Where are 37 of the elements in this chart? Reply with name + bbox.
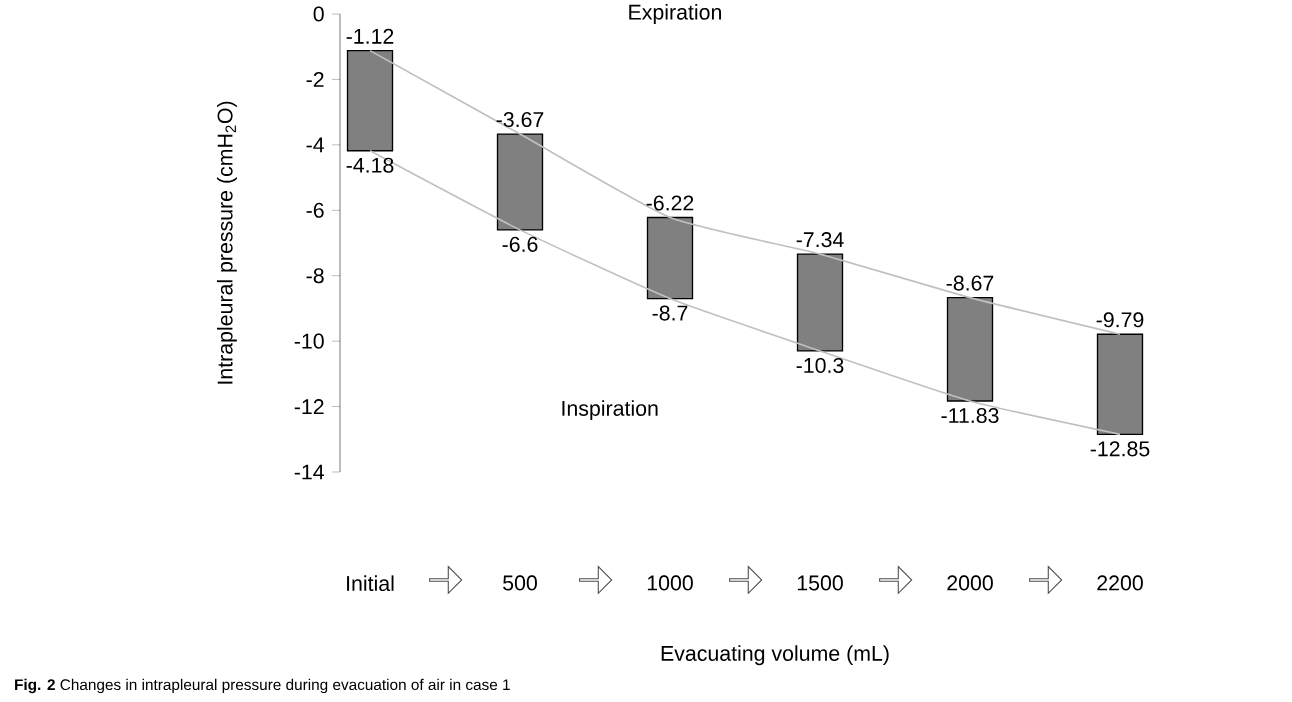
data-label: -4.18 [346, 157, 394, 173]
x-axis-title: Evacuating volume (mL) [661, 645, 889, 666]
data-label: -6.22 [646, 195, 694, 211]
y-tick-label: 0 [313, 6, 324, 22]
y-axis-title: Intrapleural pressure (cmH$_{2}$O) [216, 101, 237, 384]
text: Fig. 2 Changes in intrapleural pressure during evacuation of air in case 1 [15, 678, 510, 694]
data-label: -7.34 [796, 232, 844, 248]
annotation: Inspiration [562, 400, 658, 421]
data-label: -12.85 [1090, 441, 1150, 457]
x-tick-label: 500 [503, 575, 537, 591]
x-tick-label: 2000 [947, 575, 993, 591]
x-tick-label: 1000 [647, 575, 693, 591]
bar [346, 49, 394, 152]
y-tick-label: -10 [294, 333, 324, 349]
data-label: -8.7 [652, 305, 688, 321]
bar [796, 253, 844, 352]
annotation: Expiration [629, 4, 721, 24]
y-tick-label: -12 [294, 399, 324, 415]
y-tick-label: -6 [306, 202, 324, 218]
data-label: -9.79 [1096, 312, 1144, 328]
x-tick-label: 2200 [1097, 575, 1143, 591]
x-tick-label: Initial [347, 575, 394, 592]
data-label: -1.12 [346, 28, 394, 44]
data-label: -6.6 [502, 236, 538, 252]
data-label: -11.83 [941, 407, 999, 424]
bar [646, 216, 694, 300]
y-tick-label: -14 [294, 464, 324, 480]
data-label: -8.67 [946, 275, 994, 291]
bar [946, 296, 994, 402]
data-label: -3.67 [496, 112, 544, 128]
y-tick-label: -8 [306, 268, 324, 284]
bar [496, 133, 544, 231]
bar [1096, 333, 1144, 436]
x-tick-label: 1500 [797, 575, 843, 591]
y-tick-label: -2 [306, 71, 324, 87]
data-label: -10.3 [796, 357, 844, 373]
y-tick-label: -4 [306, 137, 324, 153]
